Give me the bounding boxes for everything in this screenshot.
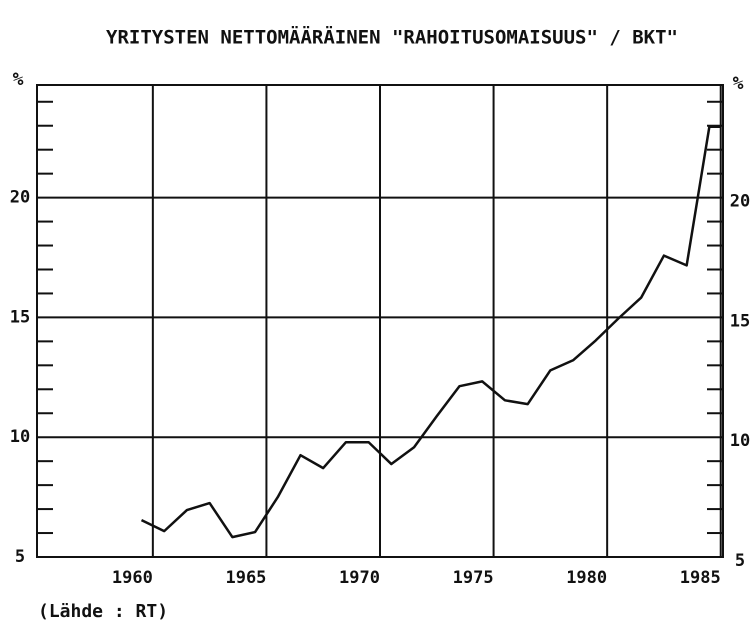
x-tick-label: 1970 — [339, 568, 380, 588]
y-tick-label: 20 — [10, 188, 30, 208]
y-unit-left: % — [13, 69, 24, 90]
y-unit-right: % — [733, 73, 744, 94]
source-note: (Lähde : RT) — [38, 601, 168, 622]
x-tick-label: 1965 — [225, 568, 266, 588]
y-tick-label-right: 20 — [730, 192, 750, 212]
data-line — [140, 125, 721, 539]
x-tick-label: 1985 — [680, 568, 721, 588]
y-tick-label: 15 — [10, 307, 30, 327]
y-tick-label-right: 10 — [730, 431, 750, 451]
y-tick-label: 10 — [10, 427, 30, 447]
y-tick-label-right: 15 — [730, 311, 750, 331]
x-tick-label: 1975 — [453, 568, 494, 588]
x-tick-label: 1980 — [566, 568, 607, 588]
y-tick-label-right: 5 — [735, 551, 745, 571]
x-tick-label: 1960 — [112, 568, 153, 588]
y-tick-label: 5 — [15, 547, 25, 567]
chart-title: YRITYSTEN NETTOMÄÄRÄINEN "RAHOITUSOMAISU… — [106, 25, 678, 49]
